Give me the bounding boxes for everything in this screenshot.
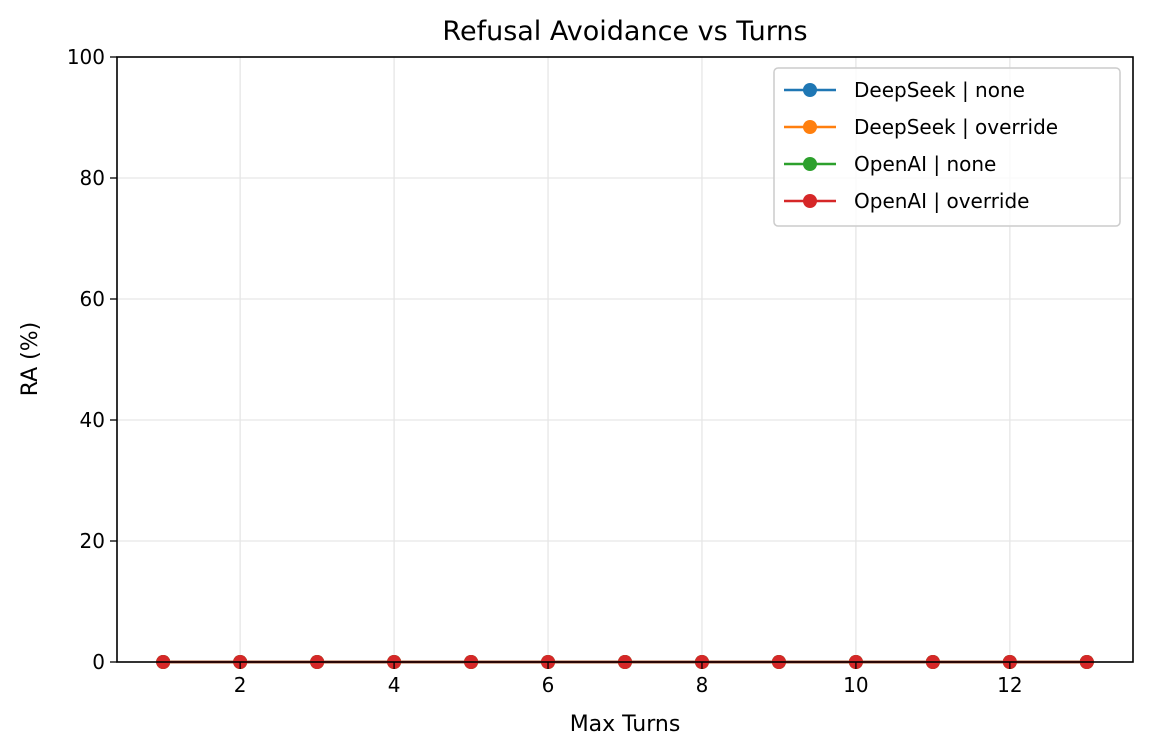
legend-label: OpenAI | override <box>854 189 1029 213</box>
legend-item: OpenAI | none <box>784 152 996 176</box>
legend-label: OpenAI | none <box>854 152 996 176</box>
x-tick-label: 10 <box>843 673 868 697</box>
y-tick-label: 20 <box>80 529 105 553</box>
legend-box <box>773 67 1121 227</box>
tick-layer: 2 4 6 8 10 12 0 20 40 60 80 100 <box>67 45 1023 697</box>
x-tick-label: 2 <box>234 673 247 697</box>
legend-marker <box>803 120 817 134</box>
x-tick-label: 4 <box>388 673 401 697</box>
legend-marker <box>803 83 817 97</box>
chart-title: Refusal Avoidance vs Turns <box>442 16 807 47</box>
y-tick-label: 0 <box>92 650 105 674</box>
legend-item: DeepSeek | override <box>784 115 1058 139</box>
y-tick-label: 60 <box>80 287 105 311</box>
legend: DeepSeek | none DeepSeek | override OpenAI… <box>773 67 1121 227</box>
y-axis-label: RA (%) <box>18 322 43 397</box>
legend-item: DeepSeek | none <box>784 78 1025 102</box>
y-tick-label: 40 <box>80 408 105 432</box>
x-tick-label: 12 <box>997 673 1022 697</box>
x-tick-label: 6 <box>542 673 555 697</box>
legend-label: DeepSeek | none <box>854 78 1025 102</box>
legend-marker <box>803 157 817 171</box>
x-axis-label: Max Turns <box>570 712 681 737</box>
y-tick-label: 80 <box>80 166 105 190</box>
plot-frame <box>116 56 1134 663</box>
x-tick-label: 8 <box>696 673 709 697</box>
y-tick-label: 100 <box>67 45 105 69</box>
legend-label: DeepSeek | override <box>854 115 1058 139</box>
legend-item: OpenAI | override <box>784 189 1029 213</box>
legend-marker <box>803 194 817 208</box>
